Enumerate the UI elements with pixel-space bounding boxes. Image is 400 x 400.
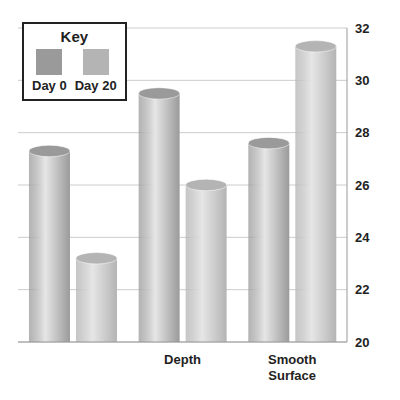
svg-text:28: 28 — [355, 125, 369, 140]
html-text:Key: Key — [60, 28, 89, 45]
svg-text:32: 32 — [355, 21, 369, 36]
html-text:Day 0: Day 0 — [32, 78, 67, 93]
svg-text:26: 26 — [355, 178, 369, 193]
svg-text:SmoothSurface: SmoothSurface — [268, 352, 316, 383]
svg-text:30: 30 — [355, 73, 369, 88]
svg-text:20: 20 — [355, 335, 369, 350]
svg-text:22: 22 — [355, 282, 369, 297]
svg-text:Depth: Depth — [164, 352, 201, 367]
svg-text:24: 24 — [355, 230, 370, 245]
html-text:Day 20: Day 20 — [74, 78, 117, 93]
